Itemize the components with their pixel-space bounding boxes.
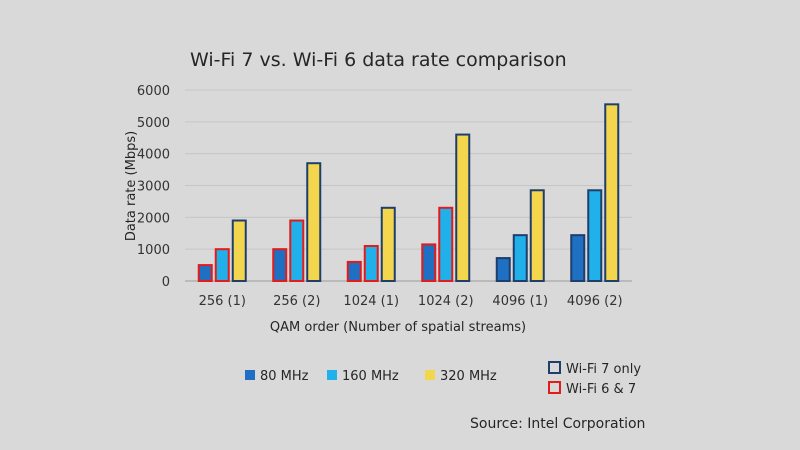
outline-legend-label: Wi-Fi 7 only — [566, 362, 641, 377]
bar — [272, 248, 288, 283]
y-tick-label: 0 — [162, 275, 170, 290]
legend-swatch — [327, 370, 337, 380]
bar — [421, 243, 437, 282]
legend-label: 80 MHz — [260, 369, 309, 384]
bar — [306, 162, 322, 282]
bar — [455, 133, 471, 282]
x-tick-label: 1024 (2) — [418, 294, 474, 309]
outline-legend-swatch — [548, 381, 561, 394]
y-axis-label: Data rate (Mbps) — [124, 131, 139, 241]
bar-group — [197, 103, 620, 283]
bar — [495, 257, 511, 282]
legend-label: 320 MHz — [440, 369, 497, 384]
bar — [363, 244, 379, 283]
bar — [231, 219, 247, 282]
outline-legend: Wi-Fi 7 only Wi-Fi 6 & 7 — [548, 361, 641, 397]
outline-legend-swatch — [548, 361, 561, 374]
bar — [587, 189, 603, 282]
chart-grid — [185, 89, 632, 282]
bar — [438, 206, 454, 283]
y-axis-ticks: 0 1000 2000 3000 4000 5000 6000 — [137, 84, 170, 290]
legend: 80 MHz 160 MHz 320 MHz — [245, 369, 497, 384]
source-note: Source: Intel Corporation — [470, 416, 645, 432]
bar — [529, 189, 545, 282]
bar — [570, 234, 586, 283]
y-tick-label: 2000 — [137, 211, 170, 226]
bar — [289, 219, 305, 282]
bar — [214, 248, 230, 283]
legend-swatch — [245, 370, 255, 380]
x-tick-label: 256 (1) — [199, 294, 246, 309]
y-tick-label: 3000 — [137, 180, 170, 195]
y-tick-label: 4000 — [137, 148, 170, 163]
x-tick-label: 256 (2) — [273, 294, 320, 309]
y-tick-label: 5000 — [137, 116, 170, 131]
chart-title: Wi-Fi 7 vs. Wi-Fi 6 data rate comparison — [190, 49, 567, 71]
x-tick-label: 1024 (1) — [343, 294, 399, 309]
bar — [346, 260, 362, 282]
outline-legend-label: Wi-Fi 6 & 7 — [566, 382, 636, 397]
legend-swatch — [425, 370, 435, 380]
bar — [512, 234, 528, 283]
legend-label: 160 MHz — [342, 369, 399, 384]
x-tick-label: 4096 (1) — [492, 294, 548, 309]
y-tick-label: 6000 — [137, 84, 170, 99]
bar — [380, 206, 396, 283]
bar — [604, 103, 620, 282]
bar — [197, 264, 213, 283]
x-axis-ticks: 256 (1) 256 (2) 1024 (1) 1024 (2) 4096 (1) 40… — [199, 294, 623, 309]
x-axis-label: QAM order (Number of spatial streams) — [270, 320, 526, 335]
y-tick-label: 1000 — [137, 243, 170, 258]
x-tick-label: 4096 (2) — [567, 294, 623, 309]
